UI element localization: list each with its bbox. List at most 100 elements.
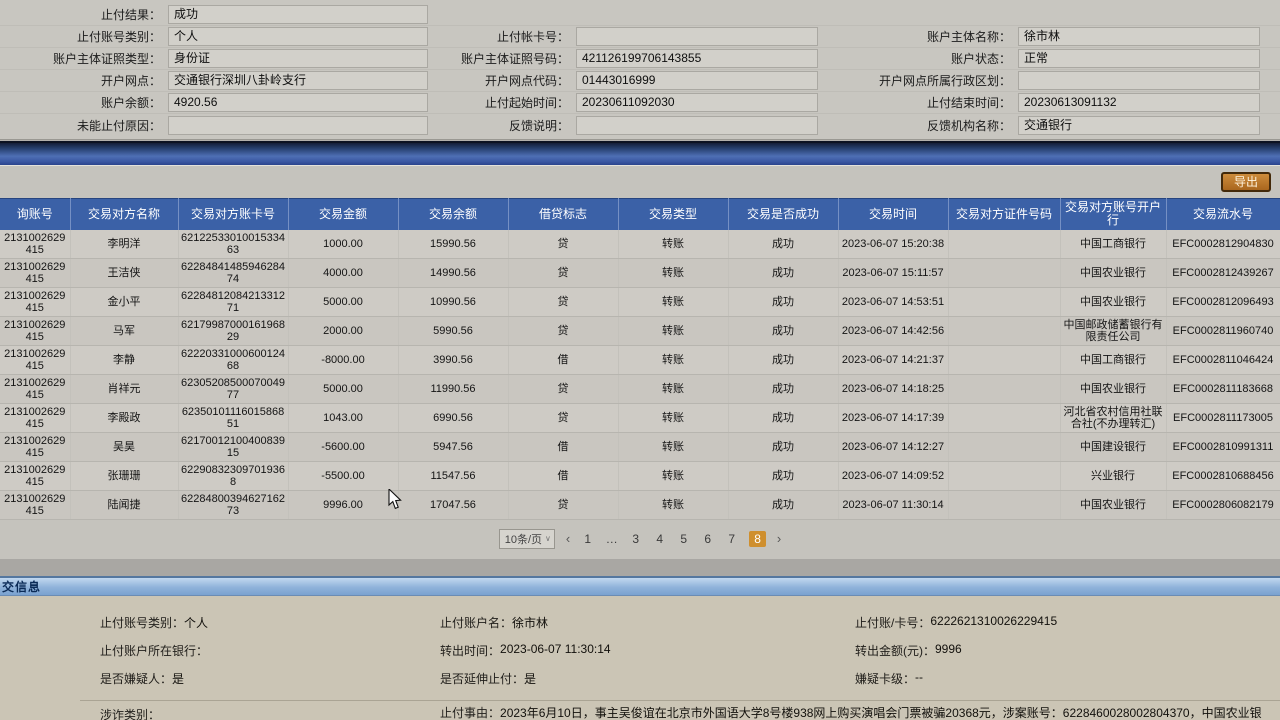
table-row[interactable]: 2131002629415 肖祥元 6230520850007004977 5000.…	[0, 374, 1280, 404]
form-field: 账户主体证照类型： 身份证	[0, 48, 428, 70]
form-row: 账户主体证照类型： 身份证 账户主体证照号码： 421126199706143855 账…	[0, 48, 1280, 70]
table-row[interactable]: 2131002629415 李殿政 6235010111601586851 1043.…	[0, 403, 1280, 433]
field-label: 账户主体证照号码：	[460, 52, 569, 66]
field-label: 嫌疑卡级：	[855, 672, 916, 686]
table-cell: 2131002629415	[0, 229, 71, 259]
page-button-8[interactable]: 8	[749, 530, 766, 547]
table-cell: 2131002629415	[0, 403, 71, 433]
field-value: 个人	[184, 616, 209, 630]
table-cell: -8000.00	[288, 345, 399, 375]
table-cell: 成功	[728, 345, 839, 375]
field-value[interactable]: 正常	[1018, 49, 1260, 68]
form-field: 账户主体证照号码： 421126199706143855	[428, 48, 818, 70]
field-value[interactable]: 个人	[168, 27, 428, 46]
form-field: 止付帐卡号：	[428, 26, 818, 48]
page-button-5[interactable]: 5	[680, 531, 688, 546]
field-value[interactable]: 徐市林	[1018, 27, 1260, 46]
table-row[interactable]: 2131002629415 陆闻捷 6228480039462716273 9996.…	[0, 490, 1280, 520]
page-size-select[interactable]: 10条/页 ∨	[498, 528, 555, 549]
stop-payment-reason: 止付事由：2023年6月10日，事主吴俊谊在北京市外国语大学8号楼938网上购买…	[440, 705, 1262, 720]
table-cell: 6217001210040083915	[178, 432, 289, 462]
field-value[interactable]: 20230613091132	[1018, 93, 1260, 112]
table-cell: 4000.00	[288, 258, 399, 288]
page-button-4[interactable]: 4	[656, 531, 664, 546]
table-row[interactable]: 2131002629415 金小平 6228481208421331271 5000.…	[0, 287, 1280, 317]
prev-page-button[interactable]: ‹	[565, 531, 571, 546]
table-row[interactable]: 2131002629415 吴昊 6217001210040083915 -5600.…	[0, 432, 1280, 462]
field-value[interactable]: 01443016999	[576, 71, 818, 90]
bottom-info-panel: 止付账号类别： 个人 止付账户名： 徐市林 止付账/卡号： 622262131002622…	[0, 595, 1280, 720]
table-cell: 5000.00	[288, 374, 399, 404]
field-value[interactable]	[576, 27, 818, 46]
table-cell: EFC0002811173005	[1166, 403, 1280, 433]
table-row[interactable]: 2131002629415 王洁侠 6228484148594628474 4000.…	[0, 258, 1280, 288]
column-header: 交易金额	[288, 198, 399, 230]
table-cell: 6228481208421331271	[178, 287, 289, 317]
table-cell: 成功	[728, 287, 839, 317]
field-label: 止付帐卡号：	[496, 30, 569, 44]
table-toolbar: 导出	[0, 166, 1280, 198]
table-cell: 肖祥元	[70, 374, 179, 404]
field-value[interactable]: 交通银行	[1018, 115, 1260, 135]
bottom-field: 止付账户所在银行：	[100, 642, 440, 659]
table-cell: 2131002629415	[0, 490, 71, 520]
divider-line	[80, 699, 1280, 701]
table-row[interactable]: 2131002629415 张珊珊 622908323097019368 -5500.…	[0, 461, 1280, 491]
table-cell: 转账	[618, 461, 729, 491]
table-cell: 成功	[728, 403, 839, 433]
form-row: 未能止付原因： 反馈说明： 反馈机构名称： 交通银行	[0, 114, 1280, 136]
transactions-section: 导出 询账号 交易对方名称 交易对方账卡号 交易金额 交易余额 借贷标志 交易类型 交易是否成…	[0, 166, 1280, 559]
table-row[interactable]: 2131002629415 李明洋 6212253301001533463 1000.…	[0, 229, 1280, 259]
table-cell: 陆闻捷	[70, 490, 179, 520]
table-cell: 2131002629415	[0, 345, 71, 375]
page-ellipsis[interactable]: …	[605, 531, 618, 546]
bottom-row: 止付账户所在银行： 转出时间： 2023-06-07 11:30:14 转出金额(元)…	[0, 637, 1280, 665]
table-row[interactable]: 2131002629415 李静 6222033100060012468 -8000.…	[0, 345, 1280, 375]
bottom-field: 嫌疑卡级： --	[855, 670, 1280, 687]
field-value[interactable]: 4920.56	[168, 93, 428, 112]
table-cell: 成功	[728, 374, 839, 404]
column-header: 交易对方账号开户行	[1060, 198, 1167, 230]
table-cell: 王洁侠	[70, 258, 179, 288]
field-value[interactable]	[576, 115, 818, 135]
field-value[interactable]: 成功	[168, 5, 428, 24]
form-field: 开户网点所属行政区划：	[818, 70, 1260, 92]
column-header: 交易流水号	[1166, 198, 1280, 230]
next-page-button[interactable]: ›	[776, 531, 782, 546]
table-cell: EFC0002812439267	[1166, 258, 1280, 288]
table-cell	[948, 403, 1061, 433]
form-field: 止付起始时间： 20230611092030	[428, 92, 818, 114]
table-row[interactable]: 2131002629415 马军 6217998700016196829 2000.0…	[0, 316, 1280, 346]
field-value[interactable]: 身份证	[168, 49, 428, 68]
page-button-1[interactable]: 1	[584, 531, 592, 546]
field-value: 9996	[935, 642, 962, 656]
field-value[interactable]	[1018, 71, 1260, 90]
table-cell: 2023-06-07 14:18:25	[838, 374, 949, 404]
field-value: 6222621310026229415	[930, 614, 1058, 628]
field-value[interactable]: 20230611092030	[576, 93, 818, 112]
table-cell: 转账	[618, 258, 729, 288]
field-label: 开户网点：	[100, 74, 161, 88]
field-value[interactable]	[168, 115, 428, 135]
table-cell: 贷	[508, 490, 619, 520]
table-cell	[948, 258, 1061, 288]
table-cell: 张珊珊	[70, 461, 179, 491]
transactions-table: 询账号 交易对方名称 交易对方账卡号 交易金额 交易余额 借贷标志 交易类型 交易是否成功 交易…	[0, 198, 1280, 520]
form-field: 止付结束时间： 20230613091132	[818, 92, 1260, 114]
form-row: 账户余额： 4920.56 止付起始时间： 20230611092030 止付结束时间：…	[0, 92, 1280, 114]
page-button-3[interactable]: 3	[632, 531, 640, 546]
table-cell	[948, 229, 1061, 259]
page-button-6[interactable]: 6	[704, 531, 712, 546]
column-header: 交易对方证件号码	[948, 198, 1061, 230]
field-label: 账户余额：	[100, 96, 161, 110]
field-value[interactable]: 421126199706143855	[576, 49, 818, 68]
field-value[interactable]: 交通银行深圳八卦岭支行	[168, 71, 428, 90]
table-cell: 2131002629415	[0, 258, 71, 288]
page-button-7[interactable]: 7	[728, 531, 736, 546]
table-cell: 2023-06-07 11:30:14	[838, 490, 949, 520]
bottom-field: 止付账户名： 徐市林	[440, 614, 855, 631]
table-header: 询账号 交易对方名称 交易对方账卡号 交易金额 交易余额 借贷标志 交易类型 交易是否成功 交易…	[0, 198, 1280, 230]
table-cell: 转账	[618, 345, 729, 375]
page-size-label: 10条/页	[504, 533, 543, 546]
export-button[interactable]: 导出	[1220, 172, 1271, 192]
